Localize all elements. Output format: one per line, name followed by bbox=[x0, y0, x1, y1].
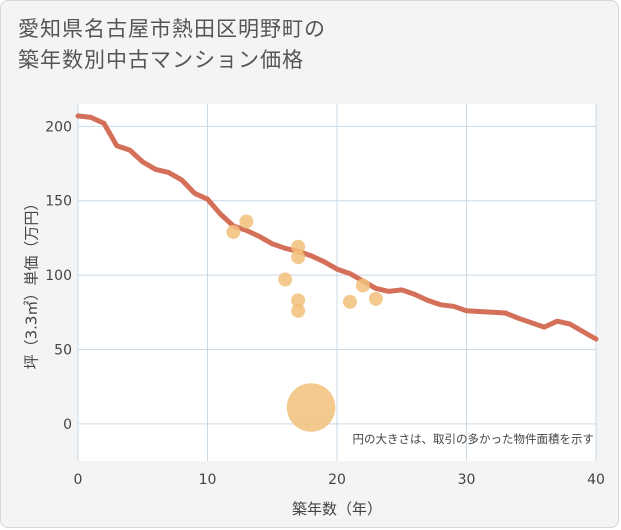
scatter-point-9 bbox=[355, 278, 370, 293]
x-tick-label-0: 0 bbox=[74, 472, 83, 488]
scatter-point-6 bbox=[291, 303, 306, 318]
x-tick-label-4: 40 bbox=[587, 472, 605, 488]
size-legend-note: 円の大きさは、取引の多かった物件面積を示す bbox=[353, 432, 595, 446]
chart-title: 愛知県名古屋市熱田区明野町の 築年数別中古マンション価格 bbox=[18, 14, 578, 76]
x-tick-label-3: 30 bbox=[458, 472, 476, 488]
scatter-point-4 bbox=[291, 250, 306, 265]
y-tick-label-4: 200 bbox=[45, 119, 72, 135]
y-tick-label-1: 50 bbox=[54, 342, 72, 358]
scatter-point-5 bbox=[291, 293, 306, 308]
y-tick-label-0: 0 bbox=[63, 417, 72, 433]
scatter-point-8 bbox=[342, 294, 357, 309]
x-axis-title: 築年数（年） bbox=[292, 500, 382, 518]
trend-line bbox=[75, 113, 599, 342]
chart-title-line2: 築年数別中古マンション価格 bbox=[18, 48, 304, 72]
x-tick-label-1: 10 bbox=[199, 472, 217, 488]
y-axis-title: 坪（3.3㎡）単価（万円） bbox=[23, 196, 41, 370]
x-axis-ticks: 0 10 20 30 40 bbox=[74, 472, 605, 488]
scatter-point-0 bbox=[226, 224, 241, 239]
chart-title-line1: 愛知県名古屋市熱田区明野町の bbox=[18, 17, 326, 41]
y-tick-label-3: 150 bbox=[45, 194, 72, 210]
y-tick-label-2: 100 bbox=[45, 268, 72, 284]
scatter-point-2 bbox=[278, 272, 293, 287]
scatter-point-10 bbox=[368, 291, 383, 306]
scatter-point-7 bbox=[286, 383, 336, 432]
scatter-points bbox=[226, 214, 383, 432]
trend-line-layer bbox=[75, 113, 599, 342]
grid-lines bbox=[77, 104, 597, 461]
scatter-point-3 bbox=[291, 239, 306, 254]
scatter-point-1 bbox=[239, 214, 254, 229]
y-axis-ticks: 0 50 100 150 200 bbox=[45, 119, 72, 433]
x-tick-label-2: 20 bbox=[328, 472, 346, 488]
